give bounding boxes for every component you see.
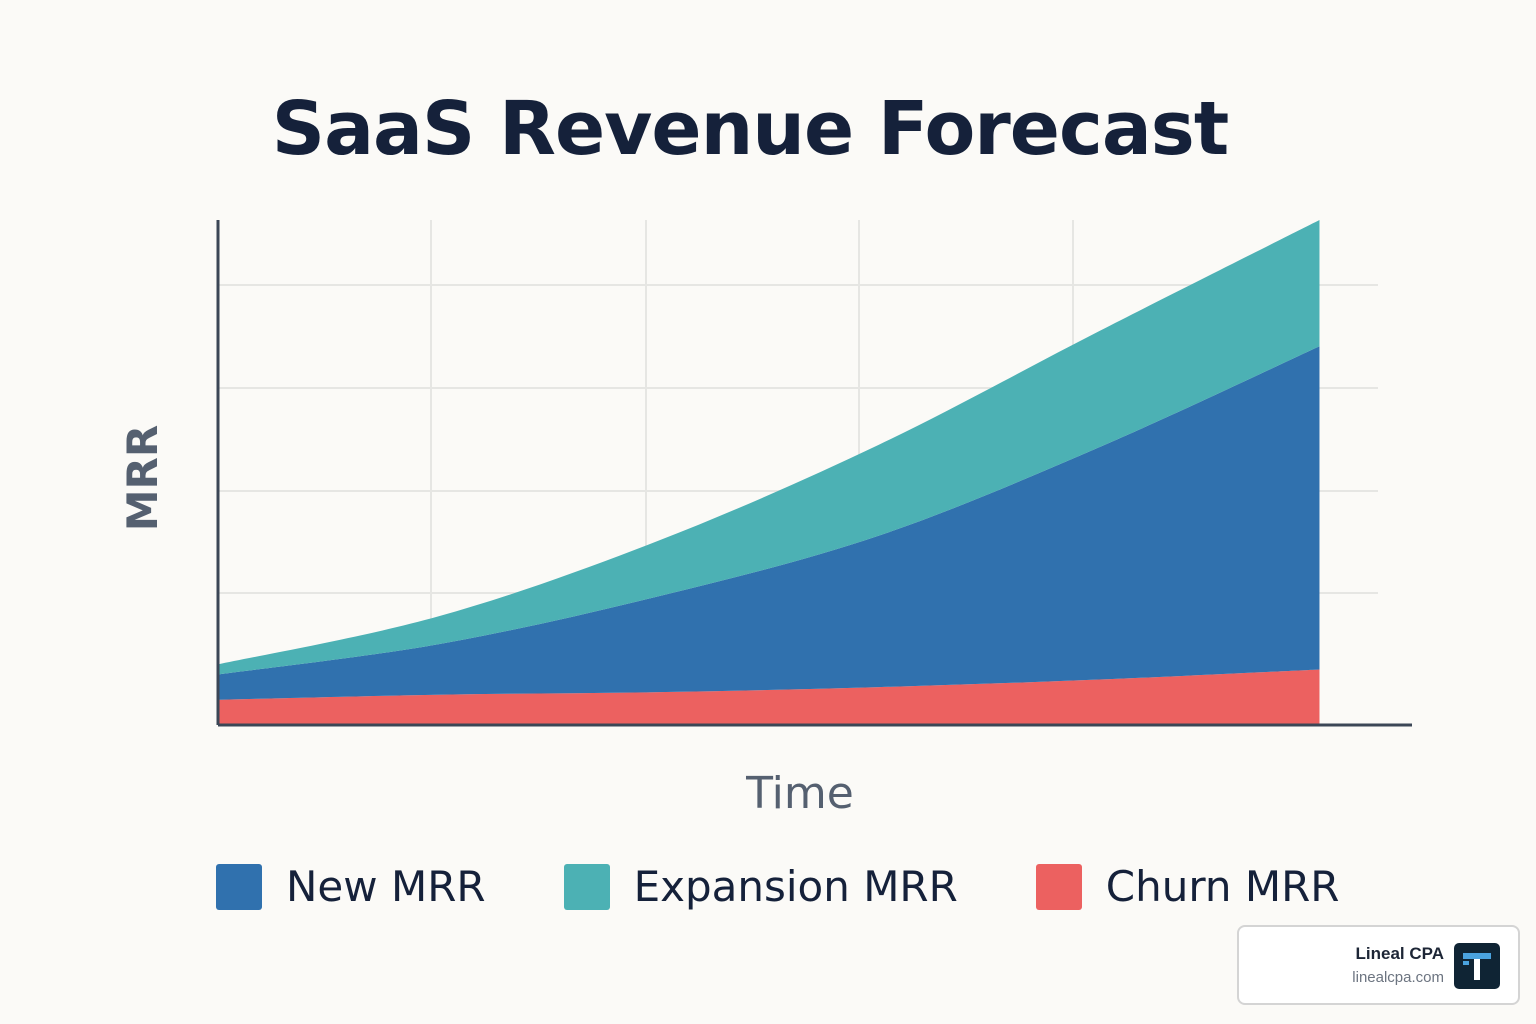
brand-name: Lineal CPA <box>1355 944 1444 963</box>
legend: New MRR Expansion MRR Churn MRR <box>216 862 1417 911</box>
chart-title: SaaS Revenue Forecast <box>271 86 1229 172</box>
legend-swatch-churn-mrr <box>1035 863 1082 910</box>
y-axis-label: MRR <box>118 425 167 531</box>
lineal-logo-icon <box>1454 943 1500 989</box>
legend-swatch-expansion-mrr <box>563 863 610 910</box>
legend-item-churn-mrr[interactable]: Churn MRR <box>1035 862 1340 911</box>
legend-label-expansion-mrr: Expansion MRR <box>633 862 958 911</box>
legend-item-new-mrr[interactable]: New MRR <box>216 862 486 911</box>
area-series <box>218 220 1320 725</box>
legend-label-new-mrr: New MRR <box>286 862 486 911</box>
legend-item-expansion-mrr[interactable]: Expansion MRR <box>563 862 958 911</box>
area-churn-mrr <box>218 669 1320 725</box>
brand-badge[interactable]: Lineal CPA linealcpa.com <box>1237 925 1520 1005</box>
brand-url: linealcpa.com <box>1352 969 1444 986</box>
area-new-mrr <box>218 346 1320 700</box>
x-axis-label: Time <box>745 768 854 819</box>
axes <box>216 220 1412 727</box>
legend-label-churn-mrr: Churn MRR <box>1105 862 1340 911</box>
legend-swatch-new-mrr <box>216 863 262 910</box>
